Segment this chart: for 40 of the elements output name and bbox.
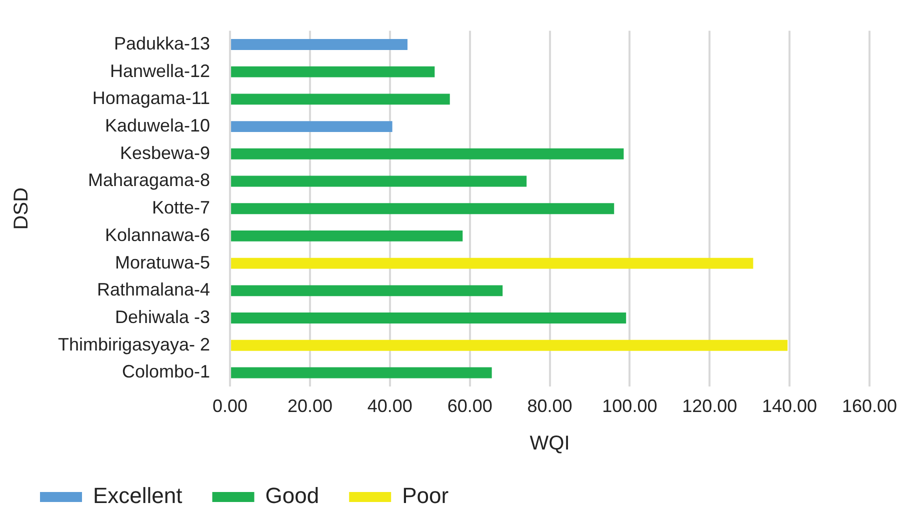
bar — [231, 285, 503, 296]
x-tick-label: 0.00 — [212, 396, 248, 416]
x-tick-label: 60.00 — [447, 396, 492, 416]
bar — [231, 230, 463, 242]
bar — [231, 367, 492, 378]
y-tick-label: Hanwella-12 — [110, 60, 210, 81]
x-tick-label: 40.00 — [367, 396, 412, 416]
y-tick-label: Kaduwela-10 — [104, 116, 210, 136]
y-tick-label: Colombo-1 — [122, 362, 210, 382]
legend-label: Excellent — [93, 483, 182, 508]
x-axis-title: WQI — [530, 432, 570, 455]
bar — [231, 66, 435, 78]
y-tick-label: Maharagama-8 — [88, 170, 210, 190]
legend-label: Poor — [402, 483, 449, 508]
y-tick-label: Kolannawa-6 — [104, 224, 210, 245]
bar — [231, 94, 450, 105]
x-tick-label: 140.00 — [762, 396, 818, 416]
y-tick-label: Rathmalana-4 — [96, 280, 210, 300]
bar — [231, 148, 624, 160]
y-axis-title: DSD — [10, 187, 33, 230]
bar — [231, 340, 788, 351]
x-tick-label: 160.00 — [842, 396, 898, 416]
x-tick-label: 20.00 — [287, 396, 332, 416]
bar — [231, 176, 527, 187]
y-tick-label: Kesbewa-9 — [120, 142, 210, 163]
x-tick-label: 80.00 — [527, 396, 572, 416]
legend-label: Good — [265, 483, 320, 508]
y-tick-label: Homagama-11 — [92, 88, 210, 108]
y-tick-label: Dehiwala -3 — [115, 306, 210, 327]
bar — [231, 312, 626, 324]
y-tick-label: Kotte-7 — [152, 198, 210, 218]
y-tick-label: Thimbirigasyaya- 2 — [58, 334, 210, 354]
x-tick-label: 100.00 — [602, 396, 658, 416]
y-tick-label: Padukka-13 — [114, 33, 210, 54]
bar — [231, 258, 754, 269]
bar — [231, 39, 408, 50]
x-tick-label: 120.00 — [682, 396, 738, 416]
bar — [231, 121, 392, 132]
bar — [231, 203, 614, 214]
y-tick-label: Moratuwa-5 — [115, 252, 210, 272]
